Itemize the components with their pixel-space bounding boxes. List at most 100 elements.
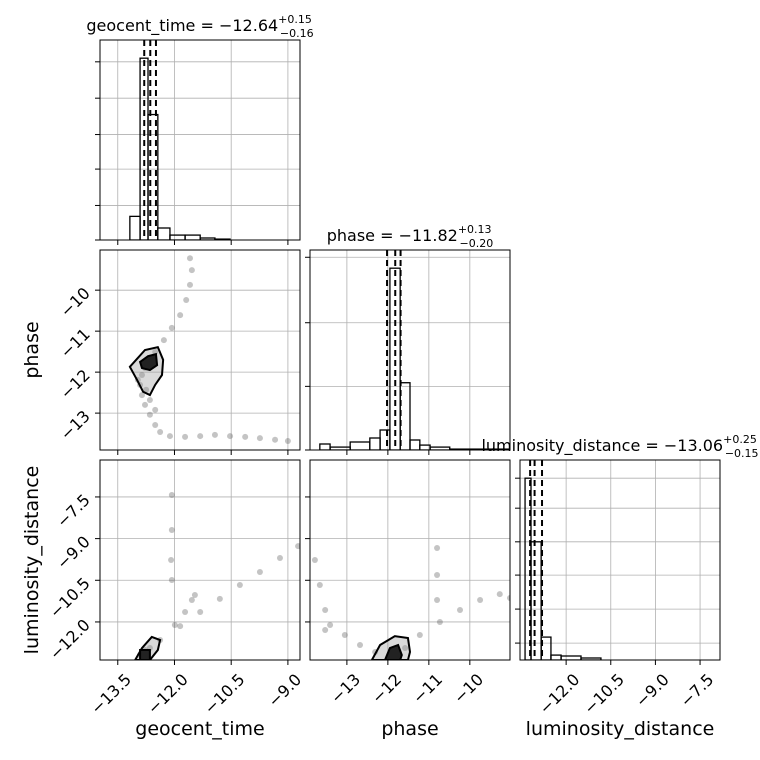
sample-point: [316, 582, 323, 588]
sample-point: [434, 572, 441, 578]
y-tick-label: −12.0: [46, 615, 94, 663]
histogram-bar: [369, 437, 381, 450]
panel-frame: [99, 459, 301, 661]
histogram-bar: [129, 215, 141, 240]
sample-point: [182, 608, 189, 615]
sample-point: [157, 428, 164, 435]
panel-title: geocent_time = −12.64+0.15 −0.16: [86, 13, 313, 40]
sample-point: [322, 607, 329, 613]
sample-point: [143, 386, 150, 393]
sample-point: [357, 642, 363, 648]
x-tick-label: −13.5: [87, 670, 135, 718]
x-axis-label: phase: [381, 718, 438, 740]
y-axis-label: phase: [21, 321, 43, 378]
sample-point: [327, 622, 334, 628]
sample-point: [146, 397, 153, 403]
panel: −13.5 −12.0 −10.5 −9.0−7.5−9.0−10.5−12.0geo…: [21, 459, 305, 740]
histogram-bar: [399, 382, 411, 450]
sample-point: [146, 411, 153, 418]
sample-point: [138, 372, 145, 378]
panel-frame: [309, 459, 511, 661]
sample-point: [197, 433, 204, 440]
title-upper: +0.13: [458, 223, 492, 236]
sample-point: [436, 618, 443, 625]
sample-point: [171, 622, 178, 628]
sample-point: [242, 433, 249, 440]
sample-point: [166, 433, 173, 440]
sample-point: [295, 543, 300, 550]
sample-point: [197, 608, 204, 615]
sample-point: [186, 255, 193, 262]
plot-area: [129, 40, 231, 240]
sample-point: [216, 595, 223, 602]
histogram-bar: [379, 429, 391, 450]
panel: −12.0−10.5 −9.0 −7.5 luminosity_distance = …: [481, 433, 758, 740]
x-tick-label: −10.5: [200, 670, 248, 718]
title-lower: −0.15: [725, 447, 759, 460]
histogram-bar: [530, 541, 542, 660]
sample-point: [177, 623, 184, 630]
y-tick-label: −7.5: [53, 490, 94, 531]
contour: [138, 352, 159, 372]
sample-point: [183, 297, 190, 303]
plot-area: [134, 492, 300, 660]
panel: −10 −11 −12 −13 phase: [21, 249, 301, 455]
x-axis-label: geocent_time: [135, 718, 264, 740]
title-main: geocent_time = −12.64: [86, 16, 278, 36]
histogram-bar: [169, 234, 186, 240]
sample-point: [434, 597, 441, 603]
x-tick-label: −12.0: [144, 670, 192, 718]
y-tick-label: −12: [57, 366, 94, 403]
title-upper: +0.15: [278, 13, 312, 26]
title-lower: −0.16: [280, 27, 314, 40]
y-tick-label: −10: [57, 284, 94, 321]
histogram-bar: [560, 655, 582, 660]
title-main: phase = −11.82: [327, 226, 458, 245]
x-tick-label: −10.5: [580, 670, 628, 718]
sample-point: [507, 595, 510, 602]
histogram-bar: [409, 439, 421, 450]
sample-point: [311, 557, 318, 563]
x-tick-label: −11: [409, 670, 446, 707]
sample-point: [272, 436, 279, 443]
panel-title: luminosity_distance = −13.06+0.25 −0.15: [481, 433, 758, 460]
sample-point: [188, 267, 195, 274]
sample-point: [434, 545, 441, 552]
sample-point: [402, 645, 409, 652]
sample-point: [168, 492, 175, 498]
plot-area: [128, 255, 291, 444]
sample-point: [152, 422, 159, 428]
sample-point: [416, 632, 423, 638]
panel: phase = −11.82+0.13 −0.20: [305, 223, 511, 455]
x-axis-label: luminosity_distance: [526, 718, 715, 740]
sample-point: [322, 627, 329, 633]
sample-point: [152, 406, 159, 413]
x-tick-label: −12: [368, 670, 405, 707]
y-tick-label: −9.0: [53, 532, 94, 573]
panel-frame: [99, 39, 301, 241]
plot-area: [524, 460, 602, 660]
histogram-bar: [349, 441, 371, 450]
sample-point: [188, 597, 195, 603]
panel-frame: [519, 459, 721, 661]
sample-point: [496, 591, 503, 598]
histogram-bar: [319, 443, 331, 450]
y-tick-label: −11: [57, 325, 94, 362]
panel: −13 −12 −11 −10 phase: [305, 459, 511, 740]
histogram-bar: [184, 234, 201, 240]
y-tick-label: −10.5: [46, 574, 94, 622]
y-tick-label: −13: [57, 407, 94, 444]
plot-area: [311, 545, 510, 660]
contour: [128, 345, 165, 397]
panel-title: phase = −11.82+0.13 −0.20: [327, 223, 494, 250]
x-tick-label: −12.0: [535, 670, 583, 718]
sample-point: [160, 337, 167, 344]
sample-point: [227, 433, 234, 440]
histogram-bar: [389, 267, 401, 450]
panel-frame: [99, 249, 301, 451]
sample-point: [457, 607, 463, 613]
sample-point: [256, 435, 263, 442]
sample-point: [256, 568, 263, 575]
sample-point: [284, 437, 291, 444]
